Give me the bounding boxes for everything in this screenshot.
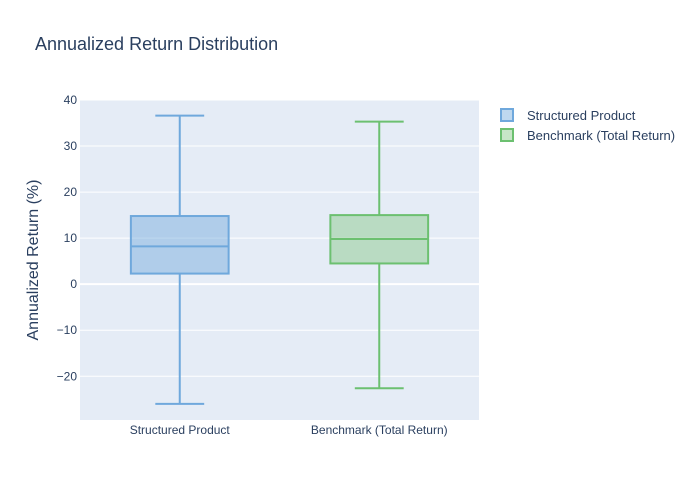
y-tick-label: 20 (64, 185, 78, 199)
y-tick-label: 0 (70, 277, 77, 291)
legend-item: Benchmark (Total Return) (500, 128, 675, 143)
legend-item: Structured Product (500, 108, 636, 123)
x-tick-labels: Structured Product Benchmark (Total Retur… (130, 423, 448, 437)
legend-swatch (500, 108, 514, 122)
box-benchmark (329, 120, 430, 390)
iqr-box (129, 215, 230, 275)
box-series (129, 114, 430, 405)
legend-swatch (500, 128, 514, 142)
y-axis-title: Annualized Return (%) (25, 180, 42, 341)
x-tick-label: Structured Product (130, 423, 231, 437)
legend-label: Structured Product (527, 108, 636, 123)
plot-area (80, 100, 479, 420)
y-tick-label: −10 (57, 323, 78, 337)
chart-title: Annualized Return Distribution (35, 34, 278, 54)
x-tick-label: Benchmark (Total Return) (311, 423, 448, 437)
y-tick-label: −20 (57, 369, 78, 383)
y-tick-label: 30 (64, 139, 78, 153)
grid-lines (80, 99, 479, 377)
y-tick-label: 10 (64, 231, 78, 245)
legend: Structured Product Benchmark (Total Retur… (500, 108, 675, 143)
box-structured-product (129, 114, 230, 405)
legend-label: Benchmark (Total Return) (527, 128, 675, 143)
y-tick-label: 40 (64, 93, 78, 107)
y-tick-labels: 40 30 20 10 0 −10 −20 (57, 93, 78, 383)
